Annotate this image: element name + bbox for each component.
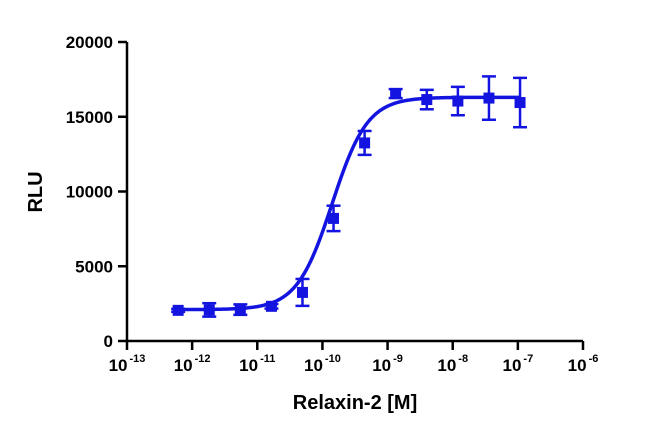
data-point [483,92,495,104]
data-point [452,95,464,107]
y-tick-label: 0 [104,332,113,351]
data-point [203,304,215,316]
data-point [390,88,402,100]
x-tick-label: 10 -7 [503,353,534,375]
x-tick-label: 10 -11 [239,353,275,375]
x-tick-label: 10 -12 [174,353,211,375]
y-tick-label: 5000 [75,257,113,276]
data-point [328,212,340,224]
data-point [265,300,277,312]
x-tick-label: 10 -6 [568,353,599,375]
data-point [514,97,526,109]
x-ticks: 10 -13 10 -12 10 -11 10 -10 10 -9 10 -8 10 -7 10 -6 [109,341,599,375]
y-tick-label: 20000 [66,33,113,52]
data-point [296,286,308,298]
x-tick-label: 10 -9 [372,353,403,375]
y-tick-label: 15000 [66,108,113,127]
fit-curve [177,95,521,312]
data-point [359,137,371,149]
data-point [234,304,246,316]
y-ticks: 0 5000 10000 15000 20000 [66,33,127,351]
x-axis-title: Relaxin-2 [M] [293,392,417,414]
x-tick-label: 10 -10 [304,353,341,375]
data-point [172,304,184,316]
x-tick-label: 10 -13 [109,353,146,375]
y-axis-title: RLU [25,171,47,212]
data-point [421,94,433,106]
series-layer [171,75,528,318]
y-tick-label: 10000 [66,183,113,202]
axes [125,42,583,343]
x-tick-label: 10 -8 [437,353,468,375]
